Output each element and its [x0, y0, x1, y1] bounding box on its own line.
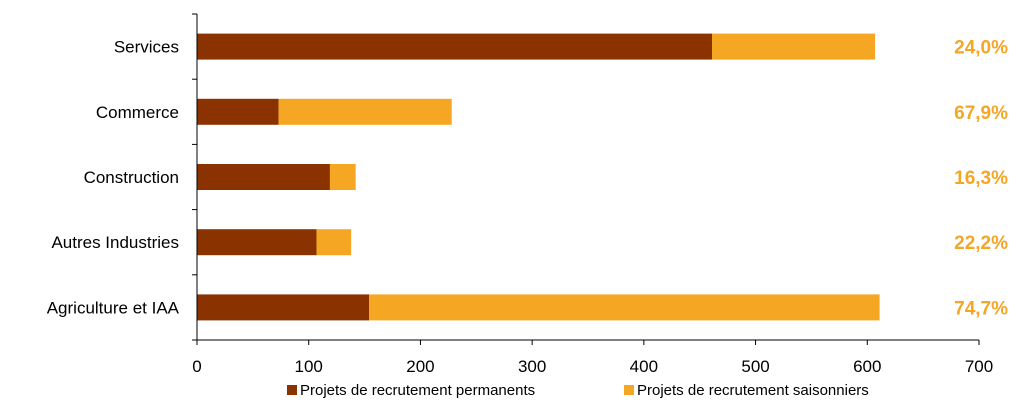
- x-tick-label: 100: [295, 357, 323, 376]
- share-label: 74,7%: [954, 298, 1008, 319]
- legend-label-permanent: Projets de recrutement permanents: [300, 382, 535, 399]
- x-tick-label: 200: [406, 357, 434, 376]
- bar-seasonal-0: [712, 33, 876, 60]
- legend: Projets de recrutement permanents Projets…: [287, 382, 869, 399]
- x-tick-label: 500: [741, 357, 769, 376]
- x-tick-label: 300: [518, 357, 546, 376]
- share-label: 22,2%: [954, 233, 1008, 254]
- bar-seasonal-1: [278, 98, 452, 125]
- bar-permanent-3: [197, 229, 317, 256]
- x-tick-labels: 0 100 200 300 400 500 600 700: [192, 357, 993, 376]
- bar-permanent-1: [197, 98, 279, 125]
- share-label: 67,9%: [954, 103, 1008, 124]
- share-labels: 24,0% 67,9% 16,3% 22,2% 74,7%: [954, 38, 1008, 320]
- category-label: Construction: [84, 168, 179, 187]
- category-label: Commerce: [96, 103, 179, 122]
- category-labels: Services Commerce Construction Autres Indus…: [47, 38, 180, 318]
- legend-swatch-permanent: [287, 385, 297, 395]
- x-tick-label: 400: [630, 357, 658, 376]
- bars-group: [197, 33, 880, 321]
- category-label: Services: [114, 38, 179, 57]
- x-tick-label: 0: [192, 357, 201, 376]
- share-label: 24,0%: [954, 38, 1008, 59]
- x-tick-label: 700: [965, 357, 993, 376]
- legend-swatch-seasonal: [624, 385, 634, 395]
- bar-seasonal-2: [329, 164, 356, 190]
- legend-label-seasonal: Projets de recrutement saisonniers: [637, 382, 869, 399]
- x-tick-label: 600: [853, 357, 881, 376]
- category-label: Agriculture et IAA: [47, 298, 180, 317]
- bar-permanent-0: [197, 33, 713, 60]
- bar-permanent-2: [197, 164, 330, 190]
- bar-permanent-4: [197, 294, 370, 321]
- bar-seasonal-4: [369, 294, 880, 321]
- axes-group: [192, 13, 980, 345]
- category-label: Autres Industries: [51, 233, 179, 252]
- bar-seasonal-3: [316, 229, 352, 256]
- share-label: 16,3%: [954, 168, 1008, 189]
